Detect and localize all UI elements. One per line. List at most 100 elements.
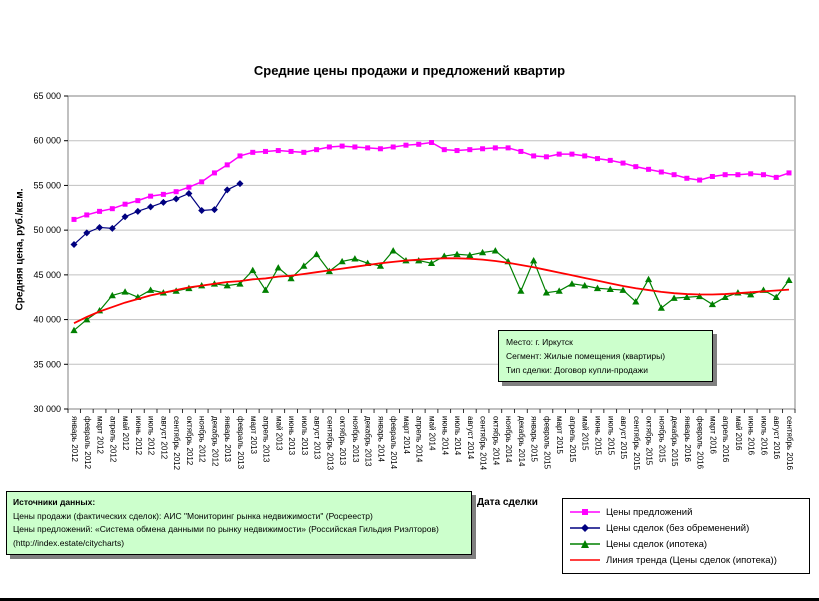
x-tick-label: июль 2016 <box>759 416 768 456</box>
marker-square <box>275 148 281 154</box>
marker-square <box>556 151 562 157</box>
x-tick-label: февраль 2013 <box>236 416 245 470</box>
marker-square <box>658 169 664 175</box>
marker-triangle <box>440 252 448 259</box>
x-tick-label: январь 2016 <box>683 416 692 463</box>
x-tick-label: январь 2012 <box>70 416 79 463</box>
x-tick-label: май 2012 <box>121 416 130 451</box>
x-tick-label: март 2015 <box>555 416 564 454</box>
x-tick-label: март 2013 <box>249 416 258 454</box>
x-tick-label: апрель 2016 <box>721 416 730 463</box>
marker-triangle <box>517 287 525 294</box>
x-tick-label: август 2014 <box>466 416 475 460</box>
marker-triangle <box>351 255 359 262</box>
marker-diamond <box>236 180 244 188</box>
marker-square <box>646 166 652 172</box>
y-tick-label: 40 000 <box>33 315 61 325</box>
marker-square <box>148 193 154 199</box>
x-tick-label: июль 2014 <box>453 416 462 456</box>
marker-triangle <box>83 315 91 323</box>
y-tick-label: 60 000 <box>33 136 61 146</box>
marker-square <box>620 160 626 166</box>
marker-square <box>416 141 422 147</box>
chart-annotation-box: Место: г. Иркутск Сегмент: Жилые помещен… <box>498 330 713 382</box>
sources-line-url: (http://index.estate/citycharts) <box>13 537 125 548</box>
x-tick-label: февраль 2016 <box>696 416 705 470</box>
marker-triangle <box>147 286 155 293</box>
x-tick-label: ноябрь 2012 <box>198 416 207 463</box>
x-tick-label: октябрь 2013 <box>338 416 347 466</box>
marker-triangle <box>683 293 691 301</box>
chart-title: Средние цены продажи и предложений кварт… <box>253 63 566 78</box>
marker-triangle <box>478 248 487 256</box>
x-tick-label: август 2013 <box>313 416 322 460</box>
sources-title: Источники данных: <box>13 497 96 507</box>
legend-item-offers: Цены предложений <box>567 504 805 520</box>
marker-square <box>722 172 728 178</box>
marker-triangle <box>287 274 295 282</box>
marker-triangle <box>274 264 282 271</box>
legend-label-offers: Цены предложений <box>606 506 693 518</box>
legend-marker-square-icon <box>570 509 600 515</box>
marker-square <box>607 157 613 163</box>
marker-square <box>122 201 128 207</box>
marker-square <box>773 174 779 180</box>
marker-square <box>748 171 754 177</box>
y-axis-title: Средняя цена, руб./кв.м. <box>14 188 26 311</box>
x-tick-label: июнь 2016 <box>747 416 756 456</box>
marker-triangle <box>236 280 244 287</box>
legend-item-trend: Линия тренда (Цены сделок (ипотека)) <box>567 552 805 568</box>
marker-triangle <box>606 285 614 292</box>
marker-diamond <box>198 206 206 214</box>
x-tick-label: июль 2013 <box>300 416 309 456</box>
x-tick-label: июнь 2015 <box>593 416 602 456</box>
x-tick-label: июль 2015 <box>606 416 615 456</box>
marker-triangle <box>530 256 538 264</box>
marker-square <box>633 164 639 170</box>
marker-square <box>135 198 141 204</box>
marker-triangle <box>644 275 653 283</box>
marker-square <box>594 156 600 162</box>
marker-diamond <box>223 186 231 194</box>
marker-square <box>199 179 205 185</box>
x-tick-label: май 2016 <box>734 416 743 451</box>
marker-square <box>735 172 741 178</box>
marker-triangle <box>491 247 499 254</box>
x-tick-label: ноябрь 2015 <box>657 416 666 463</box>
marker-diamond <box>121 213 129 221</box>
legend-marker-triangle-icon <box>570 540 600 548</box>
marker-square <box>505 145 511 151</box>
marker-triangle <box>670 294 678 301</box>
marker-triangle <box>300 262 308 269</box>
x-tick-label: май 2014 <box>428 416 437 451</box>
x-tick-label: март 2012 <box>96 416 105 454</box>
marker-triangle <box>70 326 78 334</box>
marker-triangle <box>657 304 665 311</box>
x-tick-label: январь 2015 <box>530 416 539 463</box>
x-tick-label: апрель 2014 <box>415 416 424 463</box>
marker-diamond <box>159 198 167 206</box>
marker-square <box>109 206 115 212</box>
marker-square <box>492 145 498 151</box>
marker-triangle <box>581 281 589 289</box>
marker-square <box>518 148 524 154</box>
x-tick-label: август 2016 <box>772 416 781 460</box>
marker-triangle <box>249 266 257 274</box>
marker-square <box>454 148 460 154</box>
marker-square <box>288 148 294 154</box>
x-tick-label: декабрь 2014 <box>517 416 526 467</box>
x-tick-label: сентябрь 2015 <box>632 416 641 471</box>
marker-triangle <box>555 287 563 294</box>
marker-triangle <box>376 262 385 269</box>
y-tick-label: 65 000 <box>33 91 61 101</box>
x-tick-label: декабрь 2013 <box>364 416 373 467</box>
marker-triangle <box>389 247 397 254</box>
y-tick-label: 50 000 <box>33 225 61 235</box>
x-tick-label: сентябрь 2016 <box>785 416 794 471</box>
marker-square <box>671 172 677 178</box>
sources-line-sales: Цены продажи (фактических сделок): АИС "… <box>13 510 373 521</box>
legend-marker-trendline-icon <box>570 559 600 561</box>
marker-triangle <box>747 290 755 298</box>
marker-square <box>543 154 549 160</box>
